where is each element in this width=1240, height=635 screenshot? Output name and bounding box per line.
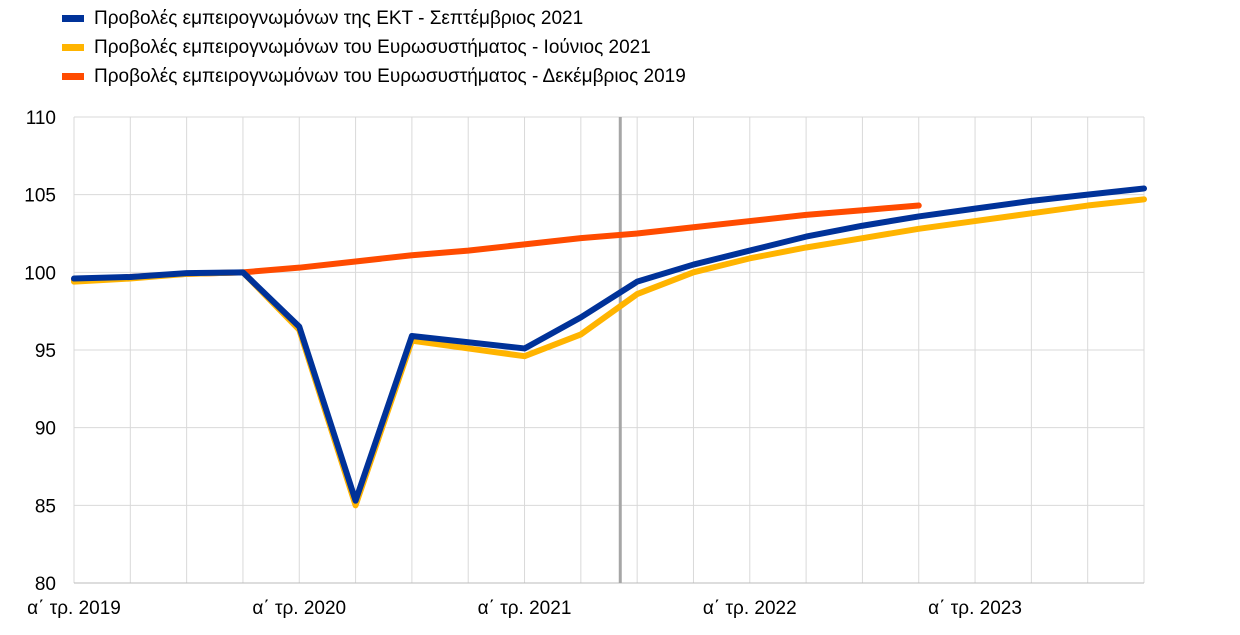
x-tick-label: α΄ τρ. 2022 — [703, 598, 797, 619]
y-tick-label: 105 — [24, 186, 56, 207]
legend-swatch — [62, 44, 84, 51]
y-tick-label: 90 — [35, 419, 56, 440]
series-line — [71, 196, 1147, 509]
y-tick-label: 100 — [24, 263, 56, 284]
y-tick-label: 95 — [35, 341, 56, 362]
x-tick-label: α΄ τρ. 2020 — [252, 598, 346, 619]
x-tick-label: α΄ τρ. 2021 — [478, 598, 572, 619]
series-line — [71, 185, 1147, 504]
y-tick-label: 85 — [35, 496, 56, 517]
legend-label: Προβολές εμπειρογνωμόνων της ΕΚΤ - Σεπτέ… — [94, 7, 584, 29]
x-tick-label: α΄ τρ. 2019 — [27, 598, 121, 619]
legend-swatch — [62, 73, 84, 80]
legend: Προβολές εμπειρογνωμόνων της ΕΚΤ - Σεπτέ… — [62, 4, 686, 91]
y-tick-label: 80 — [35, 574, 56, 595]
legend-swatch — [62, 15, 84, 22]
legend-item: Προβολές εμπειρογνωμόνων της ΕΚΤ - Σεπτέ… — [62, 4, 686, 33]
legend-label: Προβολές εμπειρογνωμόνων του Ευρωσυστήμα… — [94, 65, 686, 87]
legend-item: Προβολές εμπειρογνωμόνων του Ευρωσυστήμα… — [62, 33, 686, 62]
y-tick-label: 110 — [26, 108, 56, 129]
legend-label: Προβολές εμπειρογνωμόνων του Ευρωσυστήμα… — [94, 36, 651, 58]
x-tick-label: α΄ τρ. 2023 — [928, 598, 1022, 619]
legend-item: Προβολές εμπειρογνωμόνων του Ευρωσυστήμα… — [62, 62, 686, 91]
